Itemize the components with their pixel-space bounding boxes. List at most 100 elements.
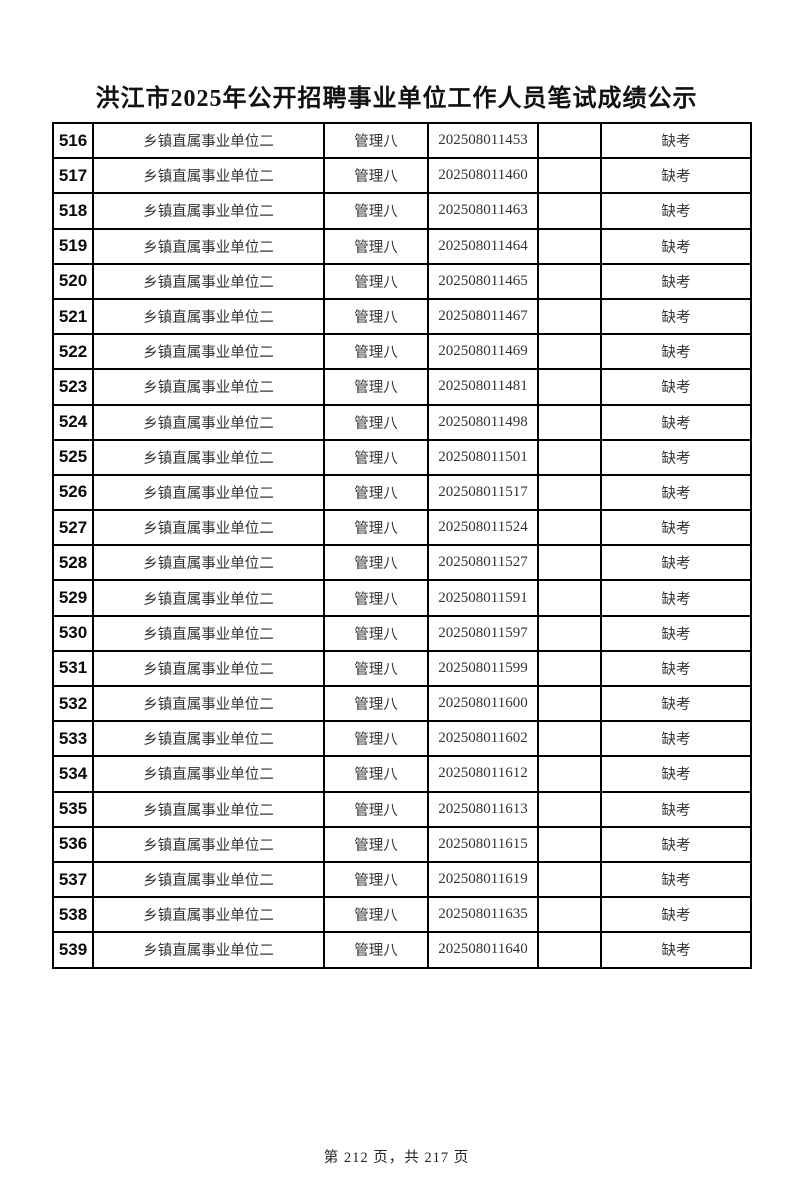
ticket-number-cell: 202508011613 [427,790,539,828]
score-cell [537,896,602,934]
row-number-cell: 525 [52,438,94,476]
position-name-cell: 管理八 [323,262,429,300]
row-number-cell: 538 [52,896,94,934]
position-name-cell: 管理八 [323,860,429,899]
ticket-number-cell: 202508011464 [427,227,539,265]
table-row: 537 乡镇直属事业单位二 管理八 202508011619 缺考 [52,860,752,899]
position-name-cell: 管理八 [323,896,429,934]
ticket-number-cell: 202508011612 [427,755,539,793]
status-cell: 缺考 [600,896,752,934]
unit-name-cell: 乡镇直属事业单位二 [92,720,325,758]
table-row: 532 乡镇直属事业单位二 管理八 202508011600 缺考 [52,684,752,723]
table-row: 521 乡镇直属事业单位二 管理八 202508011467 缺考 [52,297,752,336]
ticket-number-cell: 202508011591 [427,579,539,617]
score-cell [537,121,602,160]
row-number-cell: 533 [52,720,94,758]
ticket-number-cell: 202508011615 [427,825,539,863]
score-cell [537,825,602,863]
score-cell [537,473,602,512]
ticket-number-cell: 202508011640 [427,931,539,969]
status-cell: 缺考 [600,403,752,441]
score-cell [537,649,602,688]
status-cell: 缺考 [600,509,752,547]
table-row: 520 乡镇直属事业单位二 管理八 202508011465 缺考 [52,262,752,300]
score-cell [537,544,602,582]
status-cell: 缺考 [600,860,752,899]
table-row: 526 乡镇直属事业单位二 管理八 202508011517 缺考 [52,473,752,512]
row-number-cell: 516 [52,121,94,160]
score-cell [537,614,602,652]
table-row: 534 乡镇直属事业单位二 管理八 202508011612 缺考 [52,755,752,793]
status-cell: 缺考 [600,368,752,406]
row-number-cell: 535 [52,790,94,828]
table-row: 519 乡镇直属事业单位二 管理八 202508011464 缺考 [52,227,752,265]
unit-name-cell: 乡镇直属事业单位二 [92,544,325,582]
score-cell [537,368,602,406]
position-name-cell: 管理八 [323,121,429,160]
row-number-cell: 537 [52,860,94,899]
ticket-number-cell: 202508011524 [427,509,539,547]
ticket-number-cell: 202508011527 [427,544,539,582]
page-number-footer: 第 212 页，共 217 页 [323,1150,470,1166]
table-row: 531 乡镇直属事业单位二 管理八 202508011599 缺考 [52,649,752,688]
score-cell [537,860,602,899]
unit-name-cell: 乡镇直属事业单位二 [92,227,325,265]
score-cell [537,227,602,265]
score-cell [537,403,602,441]
position-name-cell: 管理八 [323,227,429,265]
score-cell [537,262,602,300]
row-number-cell: 528 [52,544,94,582]
unit-name-cell: 乡镇直属事业单位二 [92,614,325,652]
unit-name-cell: 乡镇直属事业单位二 [92,473,325,512]
unit-name-cell: 乡镇直属事业单位二 [92,297,325,336]
position-name-cell: 管理八 [323,297,429,336]
score-cell [537,297,602,336]
row-number-cell: 519 [52,227,94,265]
table-row: 517 乡镇直属事业单位二 管理八 202508011460 缺考 [52,157,752,195]
status-cell: 缺考 [600,297,752,336]
ticket-number-cell: 202508011467 [427,297,539,336]
unit-name-cell: 乡镇直属事业单位二 [92,579,325,617]
status-cell: 缺考 [600,121,752,160]
row-number-cell: 527 [52,509,94,547]
ticket-number-cell: 202508011463 [427,192,539,230]
ticket-number-cell: 202508011619 [427,860,539,899]
position-name-cell: 管理八 [323,544,429,582]
unit-name-cell: 乡镇直属事业单位二 [92,157,325,195]
position-name-cell: 管理八 [323,438,429,476]
status-cell: 缺考 [600,931,752,969]
unit-name-cell: 乡镇直属事业单位二 [92,438,325,476]
row-number-cell: 532 [52,684,94,723]
score-cell [537,509,602,547]
ticket-number-cell: 202508011635 [427,896,539,934]
status-cell: 缺考 [600,333,752,371]
unit-name-cell: 乡镇直属事业单位二 [92,755,325,793]
unit-name-cell: 乡镇直属事业单位二 [92,860,325,899]
unit-name-cell: 乡镇直属事业单位二 [92,121,325,160]
unit-name-cell: 乡镇直属事业单位二 [92,368,325,406]
ticket-number-cell: 202508011465 [427,262,539,300]
position-name-cell: 管理八 [323,684,429,723]
row-number-cell: 536 [52,825,94,863]
position-name-cell: 管理八 [323,649,429,688]
unit-name-cell: 乡镇直属事业单位二 [92,333,325,371]
row-number-cell: 523 [52,368,94,406]
row-number-cell: 534 [52,755,94,793]
unit-name-cell: 乡镇直属事业单位二 [92,192,325,230]
ticket-number-cell: 202508011602 [427,720,539,758]
table-row: 524 乡镇直属事业单位二 管理八 202508011498 缺考 [52,403,752,441]
position-name-cell: 管理八 [323,790,429,828]
status-cell: 缺考 [600,649,752,688]
unit-name-cell: 乡镇直属事业单位二 [92,896,325,934]
unit-name-cell: 乡镇直属事业单位二 [92,931,325,969]
ticket-number-cell: 202508011597 [427,614,539,652]
unit-name-cell: 乡镇直属事业单位二 [92,684,325,723]
table-row: 536 乡镇直属事业单位二 管理八 202508011615 缺考 [52,825,752,863]
row-number-cell: 518 [52,192,94,230]
results-table-body: 516 乡镇直属事业单位二 管理八 202508011453 缺考 517 乡镇… [52,121,752,969]
position-name-cell: 管理八 [323,157,429,195]
ticket-number-cell: 202508011481 [427,368,539,406]
row-number-cell: 526 [52,473,94,512]
table-row: 525 乡镇直属事业单位二 管理八 202508011501 缺考 [52,438,752,476]
ticket-number-cell: 202508011600 [427,684,539,723]
